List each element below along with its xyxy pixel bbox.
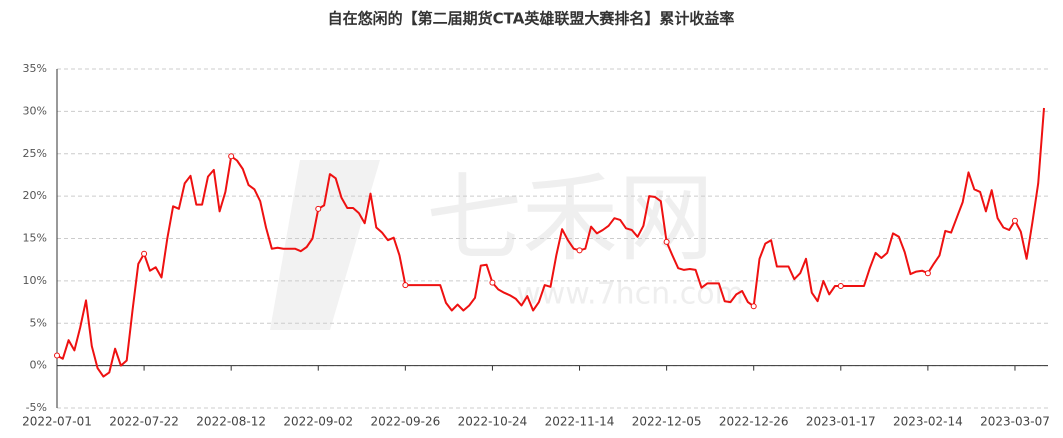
point-marker bbox=[54, 352, 60, 359]
point-marker bbox=[576, 247, 583, 254]
point-marker bbox=[228, 153, 235, 160]
x-tick-label: 2022-12-05 bbox=[632, 415, 702, 429]
x-tick-label: 2023-03-07 bbox=[980, 415, 1050, 429]
y-tick-label: 25% bbox=[23, 147, 47, 160]
watermark-url: www.7hcn.com bbox=[516, 277, 744, 312]
y-tick-label: 10% bbox=[23, 274, 47, 287]
point-marker bbox=[750, 303, 757, 310]
y-tick-label: 5% bbox=[30, 316, 47, 329]
x-tick-label: 2022-08-12 bbox=[196, 415, 266, 429]
x-tick-label: 2022-07-22 bbox=[109, 415, 179, 429]
y-tick-label: 30% bbox=[23, 104, 47, 117]
x-tick-label: 2022-11-14 bbox=[545, 415, 615, 429]
watermark-logo bbox=[270, 160, 380, 330]
series-line bbox=[56, 107, 1045, 378]
point-marker bbox=[315, 205, 322, 212]
x-tick-label: 2022-09-02 bbox=[283, 415, 353, 429]
y-tick-label: 35% bbox=[23, 62, 47, 75]
point-marker bbox=[141, 250, 148, 257]
chart-title: 自在悠闲的【第二届期货CTA英雄联盟大赛排名】累计收益率 bbox=[328, 10, 735, 28]
x-tick-label: 2023-02-14 bbox=[893, 415, 963, 429]
x-tick-label: 2022-07-01 bbox=[22, 415, 92, 429]
x-tick-label: 2022-10-24 bbox=[458, 415, 528, 429]
point-marker bbox=[1011, 217, 1018, 224]
point-marker bbox=[489, 279, 496, 286]
y-tick-label: 20% bbox=[23, 189, 47, 202]
watermark-brand: 七禾网 bbox=[426, 162, 714, 274]
point-marker bbox=[837, 282, 844, 289]
x-tick-label: 2022-12-26 bbox=[719, 415, 789, 429]
point-marker bbox=[663, 238, 670, 245]
x-tick-label: 2023-01-17 bbox=[806, 415, 876, 429]
point-marker bbox=[402, 282, 409, 289]
y-tick-label: 0% bbox=[30, 359, 47, 372]
point-marker bbox=[924, 270, 931, 277]
x-tick-label: 2022-09-26 bbox=[370, 415, 440, 429]
y-tick-label: 15% bbox=[23, 232, 47, 245]
y-tick-label: -5% bbox=[26, 401, 47, 414]
